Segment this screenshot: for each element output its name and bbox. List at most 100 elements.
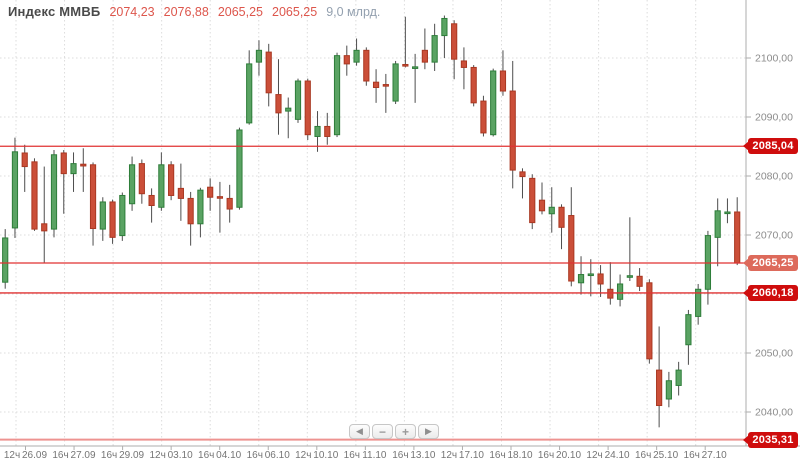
candle-body [431, 35, 438, 63]
candle-body [255, 49, 263, 63]
x-date-label: 25.10 [653, 450, 678, 461]
candle-body [99, 201, 106, 230]
bullish-candle [128, 156, 136, 211]
candle-body [128, 164, 136, 205]
zoom-in-button[interactable]: + [395, 424, 416, 439]
bullish-candle [50, 150, 58, 238]
bearish-candle [480, 95, 487, 137]
candle-body [382, 84, 389, 87]
quote-open: 2074,23 [109, 5, 155, 19]
x-time-label: 12ч [4, 450, 20, 461]
x-date-label: 26.09 [22, 450, 47, 461]
bearish-candle [226, 184, 233, 223]
candle-body [138, 163, 145, 195]
bearish-candle [421, 28, 428, 70]
candle-body [626, 275, 633, 278]
candle-body [402, 63, 409, 67]
candle-body [187, 197, 194, 225]
candle-body [568, 215, 575, 282]
pan-right-button[interactable]: ▶ [418, 424, 439, 439]
candle-body [285, 107, 292, 112]
bearish-candle [324, 112, 331, 145]
y-tick-label: 2050,00 [755, 348, 793, 360]
x-date-label: 04.10 [216, 450, 241, 461]
bullish-candle [294, 78, 302, 123]
bearish-candle [529, 174, 536, 230]
candle-body [685, 314, 692, 346]
candle-body [31, 161, 38, 230]
candle-body [148, 194, 155, 207]
quote-low: 2065,25 [217, 5, 264, 19]
bearish-candle [187, 191, 194, 246]
bearish-candle [460, 47, 468, 90]
level-lines [0, 145, 746, 441]
x-time-label: 16ч [489, 450, 505, 461]
price-badge-background [748, 284, 798, 301]
candle-body [636, 275, 643, 287]
x-time-label: 16ч [635, 450, 651, 461]
quote-high: 2076,88 [163, 5, 209, 19]
bullish-candle [724, 198, 731, 224]
bearish-candle [636, 268, 643, 292]
bullish-candle [333, 52, 341, 138]
price-badge-background [748, 255, 798, 272]
bearish-candle [363, 47, 370, 86]
x-date-label: 18.10 [507, 450, 532, 461]
quote-close: 2065,25 [272, 5, 318, 19]
candle-body [50, 154, 58, 230]
zoom-out-button[interactable]: − [372, 424, 393, 439]
pan-left-button[interactable]: ◀ [349, 424, 370, 439]
y-tick-label: 2090,00 [755, 112, 793, 124]
candle-body [714, 210, 721, 238]
price-badge-value: 2085,04 [752, 140, 794, 153]
candle-body [353, 49, 360, 63]
price-badge-background [748, 138, 798, 155]
bearish-candle [31, 158, 38, 231]
x-date-label: 24.10 [605, 450, 630, 461]
candle-body [695, 288, 702, 317]
bearish-candle [275, 59, 282, 135]
bullish-candle [353, 38, 360, 66]
bullish-candle [695, 283, 702, 325]
bullish-candle [392, 60, 399, 105]
bearish-candle [41, 166, 48, 263]
bearish-candle [89, 162, 97, 246]
bearish-candle [60, 150, 67, 214]
x-time-label: 12ч [586, 450, 602, 461]
x-date-label: 10.10 [313, 450, 338, 461]
candle-body [509, 90, 516, 171]
candle-body [109, 201, 116, 238]
bullish-candle [70, 152, 77, 192]
candle-body [11, 151, 19, 229]
candle-body [207, 186, 214, 198]
x-time-label: 16ч [684, 450, 700, 461]
x-time-label: 16ч [101, 450, 117, 461]
bearish-candle [558, 204, 565, 250]
bearish-candle [519, 168, 526, 199]
candle-body [372, 81, 380, 89]
bearish-candle [372, 69, 380, 103]
x-date-label: 06.10 [265, 450, 290, 461]
bullish-candle [548, 187, 555, 233]
bearish-candle [304, 78, 311, 141]
bearish-candle [216, 181, 224, 233]
bullish-candle [412, 53, 419, 103]
candle-body [460, 60, 468, 68]
candle-body [314, 125, 321, 137]
candle-body [607, 288, 614, 299]
candle-body [421, 49, 428, 63]
bullish-candle [441, 15, 448, 58]
candle-body [294, 80, 302, 120]
bearish-candle [499, 50, 507, 96]
candle-body [80, 163, 87, 167]
candle-body [656, 369, 663, 407]
bearish-candle [382, 73, 389, 113]
bullish-candle [99, 197, 106, 241]
x-date-label: 29.09 [119, 450, 144, 461]
bullish-candle [577, 256, 585, 295]
bullish-candle [587, 259, 594, 297]
candle-body [724, 211, 731, 215]
x-time-label: 16ч [52, 450, 68, 461]
